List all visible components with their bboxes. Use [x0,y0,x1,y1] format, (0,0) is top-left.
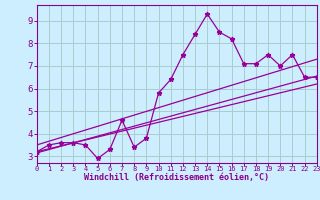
X-axis label: Windchill (Refroidissement éolien,°C): Windchill (Refroidissement éolien,°C) [84,173,269,182]
